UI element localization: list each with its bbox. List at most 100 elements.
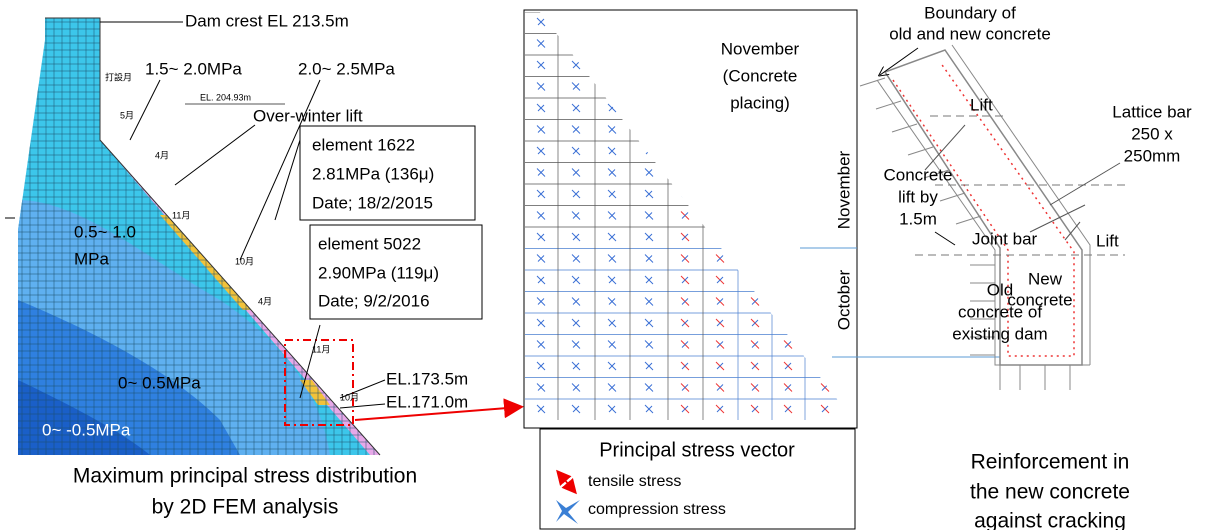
vector: [537, 255, 545, 262]
month: 4月: [258, 296, 272, 306]
vector: [537, 362, 545, 370]
vector: [572, 384, 580, 391]
vector: [537, 276, 545, 284]
leader: [339, 403, 386, 409]
vector: [572, 169, 580, 176]
elevation: EL.173.5m: [386, 369, 468, 388]
vector: [572, 362, 580, 370]
vector: [645, 319, 653, 327]
vector: [751, 362, 759, 370]
elevation: EL. 204.93m: [200, 92, 251, 102]
vector: [572, 212, 580, 219]
vector: [784, 405, 792, 413]
lift-height-label: 1.5m: [899, 209, 937, 228]
vector: [537, 384, 545, 391]
vector: [572, 190, 580, 198]
vector: [572, 341, 580, 348]
vector: [645, 255, 653, 262]
anchor-bar: [859, 77, 886, 87]
vector: [751, 319, 759, 327]
leader: [1049, 162, 1121, 206]
leader: [924, 124, 966, 171]
vector: [681, 255, 689, 262]
side-label: October: [834, 269, 853, 330]
vector: [645, 212, 653, 219]
legend-item: tensile stress: [588, 473, 681, 490]
vector: [572, 319, 580, 327]
vector: [784, 384, 792, 391]
lift-label: Over-winter lift: [253, 106, 363, 125]
month: 11月: [172, 210, 190, 220]
vector: [608, 384, 616, 391]
vector: [751, 405, 759, 413]
icon-arrow: [556, 469, 576, 493]
vector: [681, 212, 689, 219]
stress-range: 0.5~ 1.0: [74, 222, 136, 241]
vector: [572, 61, 580, 69]
month: 10月: [235, 256, 254, 266]
vector: [645, 405, 653, 413]
leader: [129, 79, 161, 141]
anchor-bar: [955, 215, 982, 225]
caption: the new concrete: [970, 481, 1130, 504]
caption: against cracking: [974, 510, 1126, 530]
icon-star: [556, 500, 580, 524]
legend-item: compression stress: [588, 501, 726, 518]
leader: [339, 379, 386, 399]
caption: by 2D FEM analysis: [152, 496, 339, 519]
caption: Maximum principal stress distribution: [73, 465, 417, 488]
lattice-label: Lattice bar: [1112, 102, 1192, 121]
leader: [1029, 204, 1086, 233]
vector: [537, 190, 545, 198]
callout-line: Date; 9/2/2016: [318, 291, 430, 310]
leader: [174, 124, 256, 186]
vector: [784, 362, 792, 370]
dam-outline: [45, 17, 381, 456]
lift-label: Lift: [1096, 231, 1119, 250]
callout-line: Date; 18/2/2015: [312, 193, 433, 212]
tensile-icon: [556, 469, 577, 495]
caption: Reinforcement in: [971, 451, 1130, 474]
vector: [608, 298, 616, 305]
placing-note: (Concrete: [723, 66, 798, 85]
vector: [681, 341, 689, 348]
vector: [608, 233, 616, 241]
anchor-bars: [859, 77, 1071, 390]
side-label: November: [834, 150, 853, 229]
callout-box: [309, 224, 483, 320]
zoom-arrow: [354, 398, 524, 421]
vector: [537, 405, 545, 413]
lift-height-label: lift by: [898, 187, 938, 206]
anchor-bar: [875, 100, 902, 110]
vector: [572, 405, 580, 413]
callout-line: element 5022: [318, 234, 421, 253]
vector: [608, 405, 616, 413]
vector: [572, 126, 580, 133]
vector: [537, 40, 545, 47]
vector: [716, 255, 724, 262]
vector: [537, 18, 545, 26]
leader: [1064, 221, 1081, 241]
lattice-label: 250 x: [1131, 124, 1173, 143]
vector: [572, 255, 580, 262]
vector: [608, 147, 616, 155]
vector: [537, 233, 545, 241]
vector: [681, 276, 689, 284]
vector: [716, 405, 724, 413]
callout-box: [299, 125, 476, 221]
zoom-box: [284, 339, 354, 426]
vector: [645, 362, 653, 370]
leader: [934, 231, 956, 246]
vector: [537, 212, 545, 219]
vector: [572, 233, 580, 241]
vector: [645, 190, 653, 198]
vector: [537, 319, 545, 327]
placing-note: November: [721, 39, 800, 58]
vector: [608, 319, 616, 327]
vector: [645, 298, 653, 305]
stress-range: 2.0~ 2.5MPa: [298, 59, 395, 78]
anchor-bar: [939, 192, 966, 202]
stress-range: MPa: [74, 249, 110, 268]
